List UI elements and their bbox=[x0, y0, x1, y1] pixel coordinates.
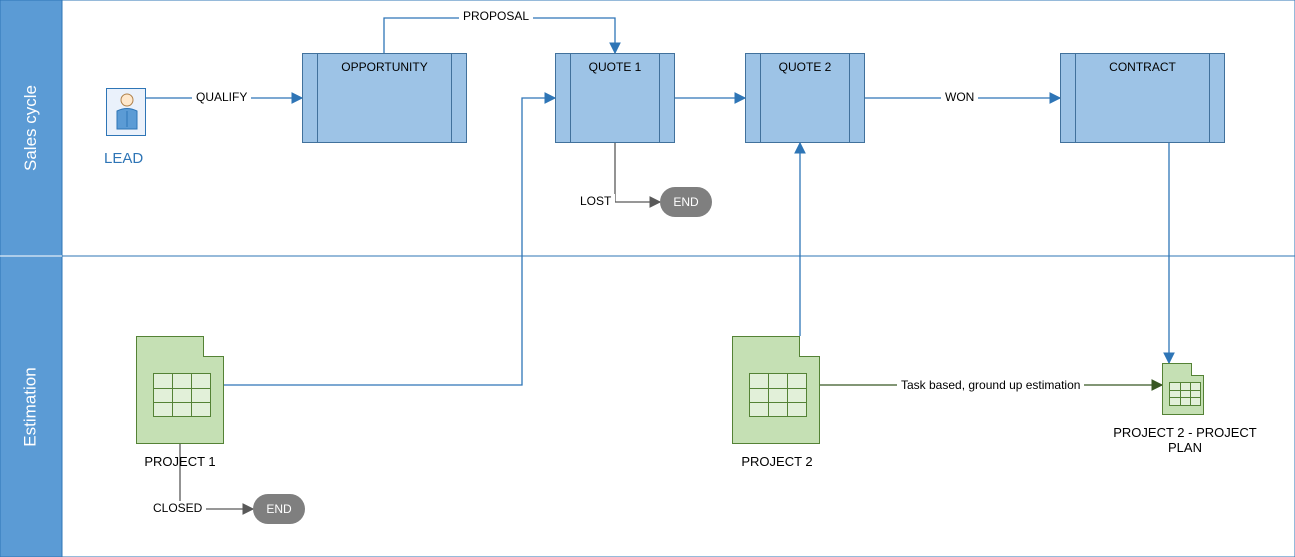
edge-label-lost: LOST bbox=[576, 194, 615, 208]
node-opportunity: OPPORTUNITY bbox=[302, 53, 467, 143]
lane-label-sales: Sales cycle bbox=[0, 0, 62, 256]
edge-e_lost bbox=[615, 143, 660, 202]
node-end-closed: END bbox=[253, 494, 305, 524]
node-project2-plan-label: PROJECT 2 - PROJECT PLAN bbox=[1100, 425, 1270, 455]
node-project1 bbox=[136, 336, 224, 444]
lane-label-sales-text: Sales cycle bbox=[21, 85, 41, 171]
person-icon bbox=[107, 89, 147, 137]
edge-label-proposal: PROPOSAL bbox=[459, 9, 533, 23]
node-project2 bbox=[732, 336, 820, 444]
node-opportunity-label: OPPORTUNITY bbox=[303, 60, 466, 74]
node-project2-label: PROJECT 2 bbox=[731, 454, 823, 469]
edge-label-qualify: QUALIFY bbox=[192, 90, 251, 104]
node-lead bbox=[106, 88, 146, 136]
lane-label-estimation: Estimation bbox=[0, 256, 62, 557]
node-contract-label: CONTRACT bbox=[1061, 60, 1224, 74]
edge-label-closed: CLOSED bbox=[149, 501, 206, 515]
node-quote2-label: QUOTE 2 bbox=[746, 60, 864, 74]
edge-e_proposal bbox=[384, 18, 615, 53]
lane-label-estimation-text: Estimation bbox=[21, 367, 41, 446]
edge-label-won: WON bbox=[941, 90, 978, 104]
node-quote1-label: QUOTE 1 bbox=[556, 60, 674, 74]
node-quote2: QUOTE 2 bbox=[745, 53, 865, 143]
node-contract: CONTRACT bbox=[1060, 53, 1225, 143]
node-project1-label: PROJECT 1 bbox=[134, 454, 226, 469]
node-end-lost: END bbox=[660, 187, 712, 217]
node-quote1: QUOTE 1 bbox=[555, 53, 675, 143]
edge-label-taskbased: Task based, ground up estimation bbox=[897, 378, 1084, 392]
node-lead-label: LEAD bbox=[104, 150, 143, 167]
node-project2-plan bbox=[1162, 363, 1204, 415]
